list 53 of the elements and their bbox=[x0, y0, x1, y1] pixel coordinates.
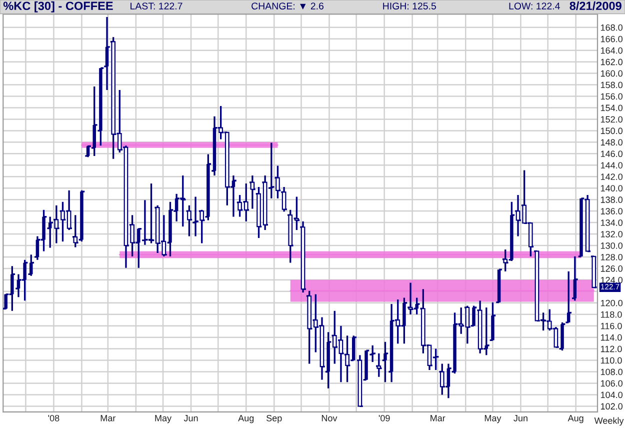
x-tick-label: Nov bbox=[322, 415, 338, 422]
x-tick-label: Aug bbox=[238, 415, 254, 424]
y-tick-label: 160.0 bbox=[600, 70, 623, 77]
text: Weekly bbox=[594, 417, 624, 426]
y-tick-label: 134.0 bbox=[600, 220, 623, 226]
text: 8/21/2009 bbox=[570, 1, 622, 10]
y-tick-label: 140.0 bbox=[600, 185, 623, 192]
x-tick-label: Sep bbox=[266, 414, 282, 424]
candlestick bbox=[592, 256, 596, 288]
text: LOW: 122.4 bbox=[509, 2, 560, 10]
x-tick-label: Mar bbox=[430, 415, 446, 422]
y-tick-label: 138.0 bbox=[600, 196, 623, 203]
y-tick-label: 154.0 bbox=[600, 104, 623, 112]
y-tick-label: 156.0 bbox=[600, 93, 623, 100]
text: HIGH: 125.5 bbox=[383, 2, 436, 10]
y-tick-label: 130.0 bbox=[600, 242, 623, 249]
x-tick-label: '08 bbox=[48, 414, 60, 422]
y-tick-label: 152.0 bbox=[600, 116, 623, 123]
y-tick-label: 118.0 bbox=[600, 311, 622, 318]
y-tick-label: 120.0 bbox=[600, 300, 623, 306]
x-tick-label: May bbox=[155, 415, 172, 424]
text: LAST: 122.7 bbox=[130, 2, 182, 10]
text: CHANGE: ▼ 2.6 bbox=[252, 2, 324, 10]
y-tick-label: 136.0 bbox=[600, 208, 623, 214]
y-tick-label: 126.0 bbox=[600, 265, 623, 272]
y-tick-label: 142.0 bbox=[600, 174, 623, 180]
y-tick-label: 102.0 bbox=[600, 403, 623, 410]
y-tick-label: 158.0 bbox=[600, 82, 623, 88]
x-tick-label: Aug bbox=[568, 415, 584, 424]
candlestick bbox=[497, 268, 501, 304]
y-tick-label: 116.0 bbox=[600, 322, 622, 330]
x-tick-label: May bbox=[484, 415, 502, 424]
y-tick-label: 114.0 bbox=[600, 334, 622, 341]
x-tick-label: Mar bbox=[100, 415, 116, 422]
x-tick-label: '09 bbox=[378, 414, 390, 422]
y-tick-label: 150.0 bbox=[600, 128, 623, 134]
chart-title: %KC [30] - COFFEE bbox=[3, 1, 113, 12]
y-tick-label: 166.0 bbox=[600, 36, 623, 42]
x-tick-label: Jun bbox=[184, 415, 198, 422]
y-tick-label: 110.0 bbox=[600, 357, 622, 364]
y-tick-label: 162.0 bbox=[600, 58, 623, 66]
x-tick-label: Jun bbox=[514, 415, 528, 422]
y-tick-label: 164.0 bbox=[600, 47, 623, 54]
y-tick-label: 168.0 bbox=[600, 24, 623, 31]
y-tick-label: 128.0 bbox=[600, 254, 623, 260]
y-tick-label: 108.0 bbox=[600, 368, 623, 376]
y-tick-label: 132.0 bbox=[600, 230, 623, 238]
y-tick-label: 112.0 bbox=[600, 346, 622, 352]
y-tick-label: 106.0 bbox=[600, 380, 623, 387]
y-tick-label: 146.0 bbox=[600, 150, 623, 158]
y-tick-label: 144.0 bbox=[600, 162, 623, 168]
y-tick-label: 148.0 bbox=[600, 139, 623, 146]
y-tick-label: 104.0 bbox=[600, 392, 623, 398]
